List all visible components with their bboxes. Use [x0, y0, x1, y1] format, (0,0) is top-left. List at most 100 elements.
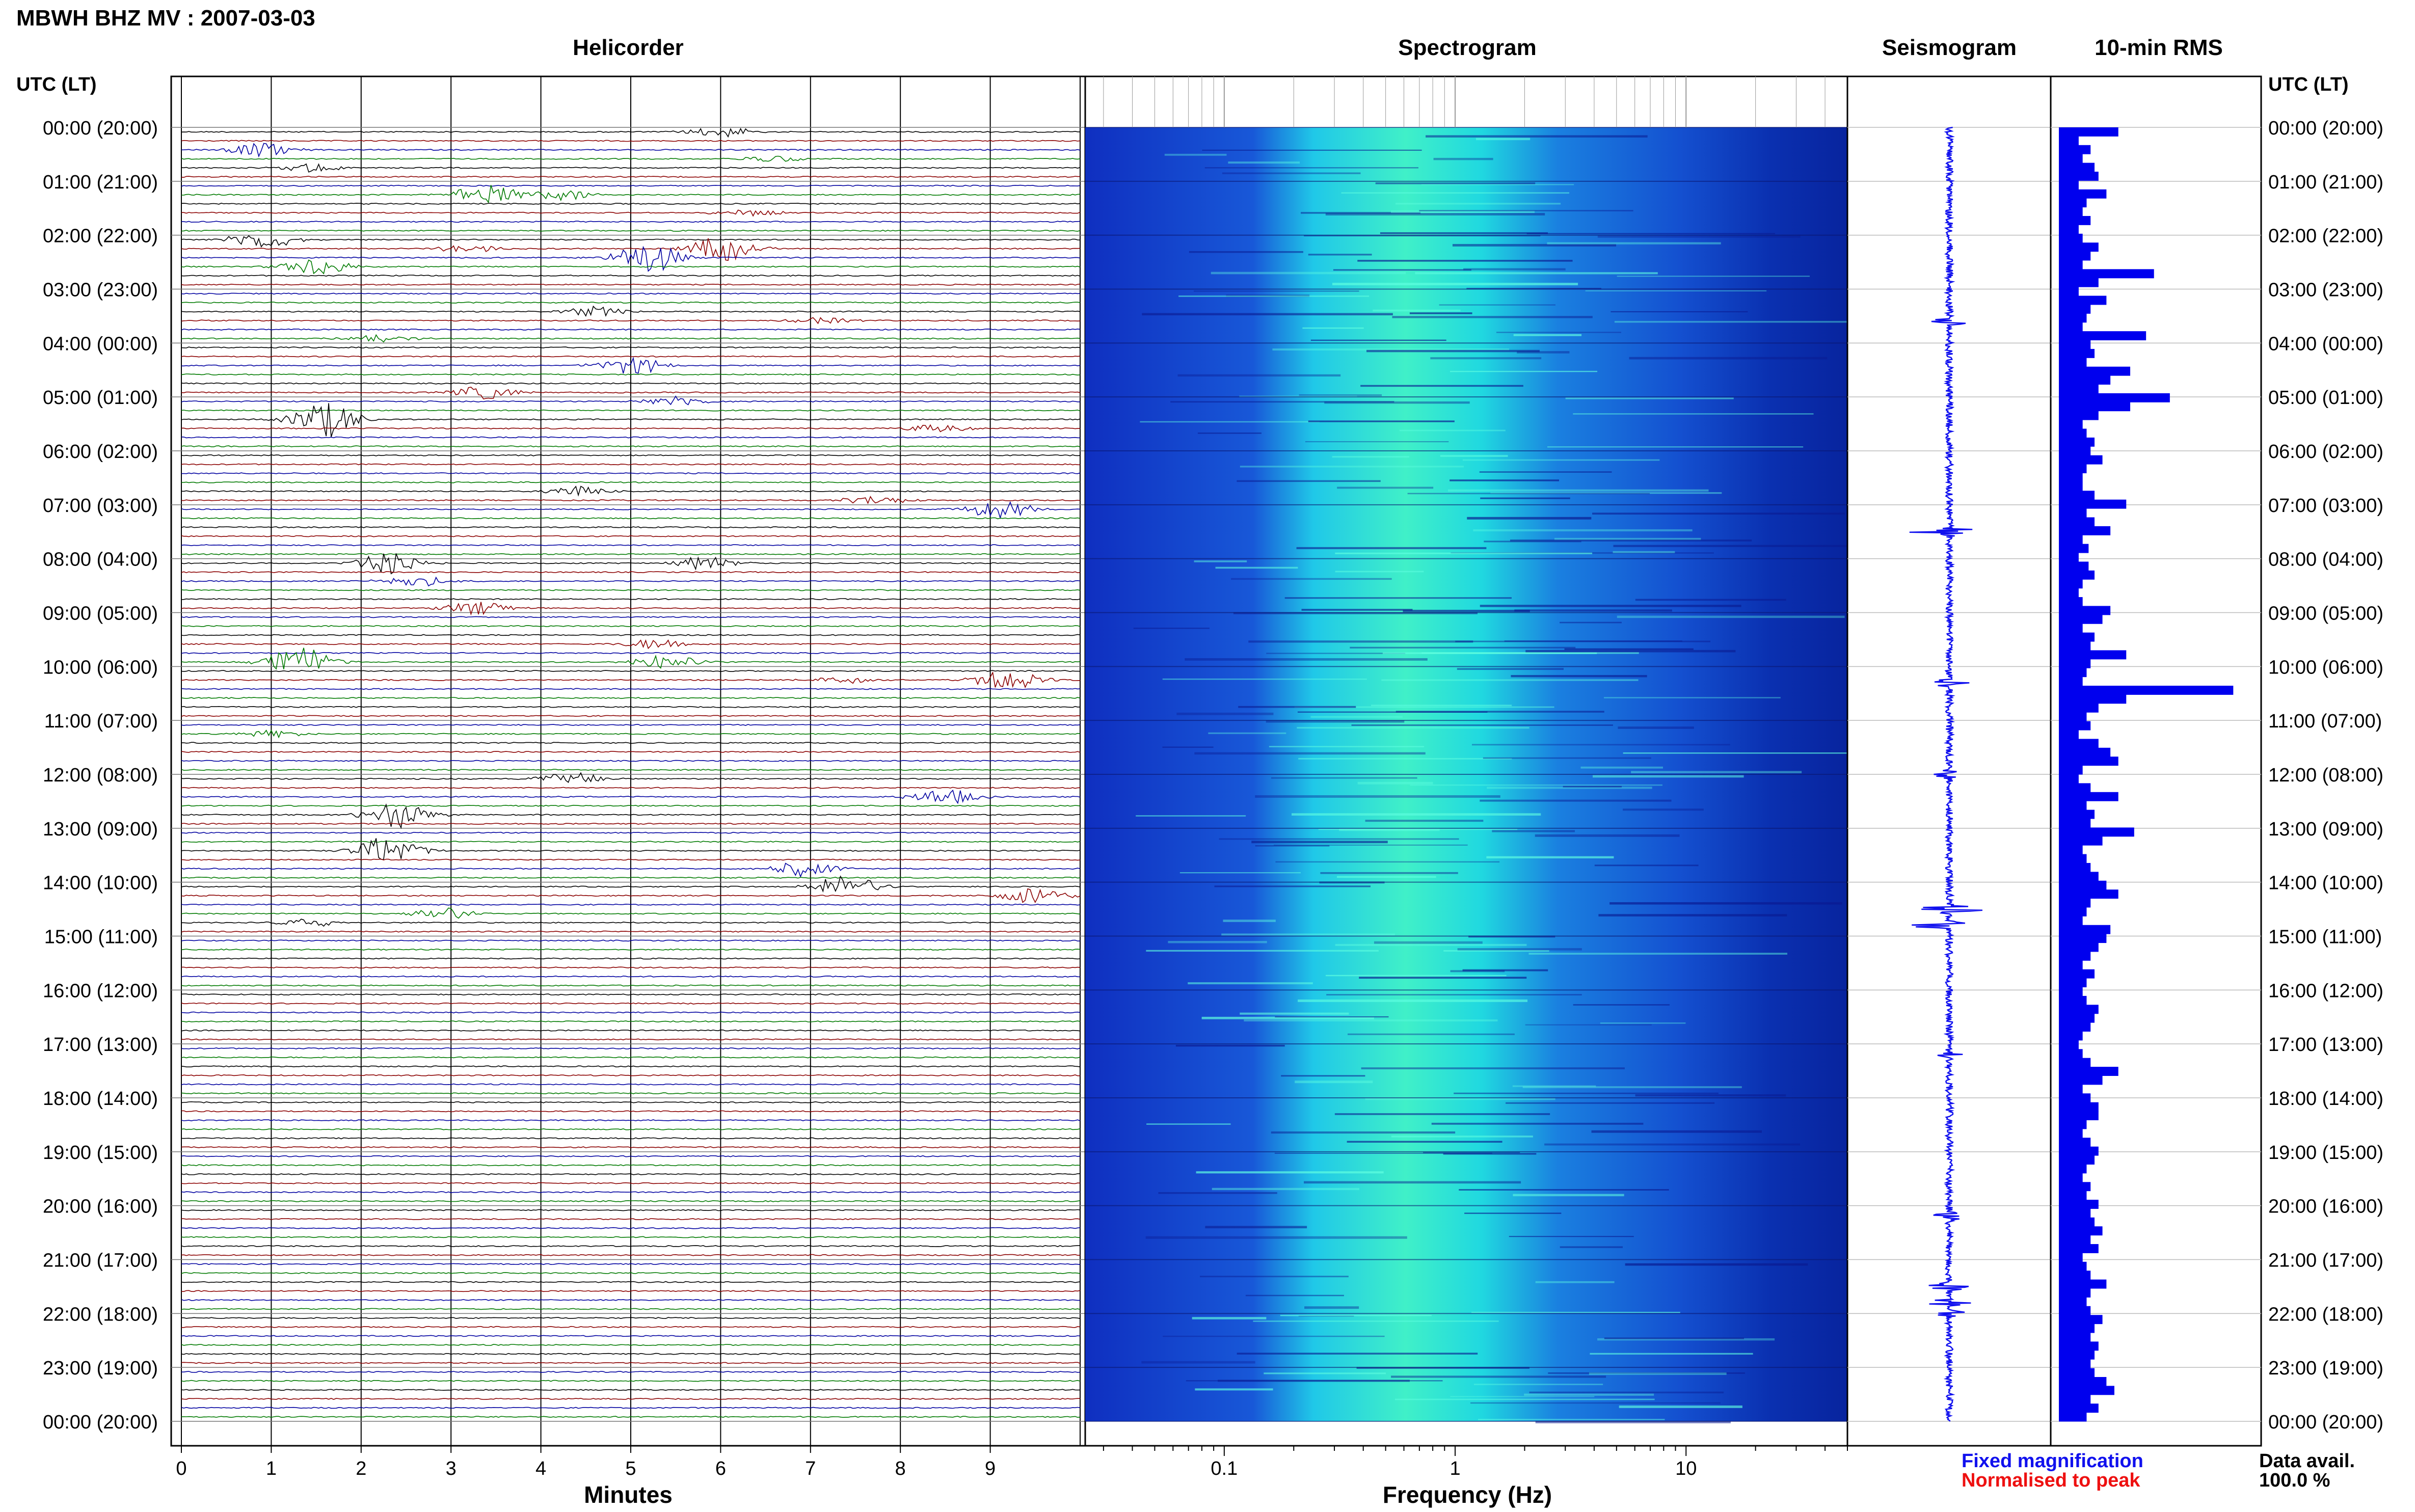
spectrogram-streak — [1396, 711, 1604, 713]
minute-tick-label: 8 — [895, 1458, 906, 1479]
spectrogram-streak — [1580, 766, 1663, 769]
spectrogram-streak — [1298, 758, 1512, 760]
minute-tick-label: 3 — [446, 1458, 457, 1479]
spectrogram-streak — [1310, 716, 1403, 718]
helicorder-trace — [181, 804, 1081, 807]
rms-bar — [2059, 455, 2103, 465]
spectrogram-streak — [1631, 771, 1802, 773]
rms-bar — [2059, 163, 2095, 172]
time-label-left: 06:00 (02:00) — [43, 441, 158, 463]
spectrogram-streak — [1471, 744, 1730, 746]
helicorder-trace — [181, 1011, 1081, 1014]
helicorder-trace — [181, 143, 1081, 158]
helicorder-trace — [181, 163, 1081, 173]
rms-bar — [2059, 1173, 2083, 1182]
spectrogram-streak — [1195, 1388, 1273, 1391]
rms-bar — [2059, 757, 2118, 766]
time-label-right: 08:00 (04:00) — [2268, 549, 2383, 571]
minute-tick-label: 5 — [625, 1458, 636, 1479]
spectrogram-streak — [1419, 210, 1633, 211]
helicorder-trace — [181, 724, 1081, 726]
spectrogram-streak — [1573, 413, 1814, 415]
helicorder-trace — [181, 496, 1081, 504]
spectrogram-streak — [1462, 969, 1548, 971]
rms-bar — [2059, 854, 2087, 863]
helicorder-trace — [181, 1119, 1081, 1122]
time-label-right: 17:00 (13:00) — [2268, 1034, 2383, 1056]
spectrogram-streak — [1245, 1294, 1344, 1297]
spectrogram-streak — [1255, 845, 1330, 847]
rms-bar — [2059, 694, 2127, 704]
time-label-right: 21:00 (17:00) — [2268, 1250, 2383, 1272]
helicorder-trace — [181, 373, 1081, 376]
rms-bar — [2059, 809, 2095, 819]
helicorder-trace — [181, 275, 1081, 277]
helicorder-trace — [181, 858, 1081, 861]
spectrogram-streak — [1366, 349, 1540, 353]
spectrogram-streak — [1205, 1226, 1307, 1229]
spectrogram-streak — [1341, 192, 1569, 194]
rms-bar — [2059, 1084, 2083, 1094]
helicorder-trace — [181, 823, 1081, 825]
spectrogram-streak — [1320, 872, 1458, 874]
spectrogram-streak — [1517, 351, 1570, 354]
helicorder-trace — [181, 1326, 1081, 1328]
rms-bar — [2059, 402, 2131, 412]
time-label-right: 10:00 (06:00) — [2268, 657, 2383, 678]
spectrogram-streak — [1635, 1094, 1786, 1097]
rms-bar — [2059, 1155, 2095, 1165]
rms-bar — [2059, 1013, 2095, 1023]
time-label-right: 15:00 (11:00) — [2268, 927, 2382, 948]
helicorder-trace — [181, 639, 1081, 650]
rms-bar — [2059, 499, 2127, 509]
spectrogram-streak — [1452, 244, 1617, 247]
helicorder-trace — [181, 1218, 1081, 1221]
helicorder-trace — [181, 346, 1081, 349]
time-label-left: 05:00 (01:00) — [43, 387, 158, 409]
spectrogram-streak — [1264, 1372, 1386, 1374]
helicorder-trace — [181, 1065, 1081, 1068]
spectrogram-streak — [1168, 940, 1267, 943]
helicorder-trace — [181, 1380, 1081, 1382]
helicorder-trace — [181, 382, 1081, 385]
helicorder-trace — [181, 292, 1081, 295]
spectrogram-streak — [1467, 517, 1592, 520]
rms-bar — [2059, 233, 2083, 243]
spectrogram-streak — [1525, 1024, 1652, 1025]
helicorder-trace — [181, 772, 1081, 783]
spectrogram-streak — [1480, 605, 1741, 607]
rms-bar — [2059, 437, 2095, 447]
helicorder-trace — [181, 715, 1081, 717]
spectrogram-streak — [1253, 1320, 1499, 1322]
helicorder-trace — [181, 634, 1081, 636]
spectrogram-streak — [1365, 1097, 1555, 1100]
spectrogram-streak — [1204, 167, 1418, 169]
rms-bar — [2059, 1217, 2095, 1227]
spectrogram-streak — [1623, 752, 1888, 754]
helicorder-trace — [181, 387, 1081, 399]
time-label-left: 01:00 (21:00) — [43, 172, 158, 193]
helicorder-trace — [181, 602, 1081, 616]
rms-bar — [2059, 1005, 2099, 1014]
time-label-left: 12:00 (08:00) — [43, 765, 158, 786]
spectrogram-streak — [1332, 283, 1578, 285]
spectrogram-streak — [1269, 746, 1425, 747]
helicorder-trace — [181, 930, 1081, 933]
spectrogram-streak — [1380, 232, 1548, 234]
spectrogram-streak — [1325, 213, 1545, 215]
rms-bar — [2059, 969, 2095, 979]
helicorder-trace — [181, 1209, 1081, 1211]
rms-bar — [2059, 464, 2087, 473]
time-label-left: 09:00 (05:00) — [43, 603, 158, 625]
spectrogram-streak — [1146, 1123, 1231, 1125]
helicorder-trace — [181, 589, 1081, 591]
spectrogram-streak — [1266, 653, 1406, 654]
helicorder-title: Helicorder — [573, 35, 684, 60]
spectrogram-streak — [1273, 844, 1468, 846]
spectrogram-streak — [1140, 421, 1320, 423]
spectrogram-streak — [1478, 1419, 1665, 1420]
rms-bar — [2059, 1040, 2079, 1049]
utc-label-left: UTC (LT) — [16, 74, 97, 95]
spectrogram-streak — [1281, 1075, 1365, 1077]
helicorder-trace — [181, 616, 1081, 618]
